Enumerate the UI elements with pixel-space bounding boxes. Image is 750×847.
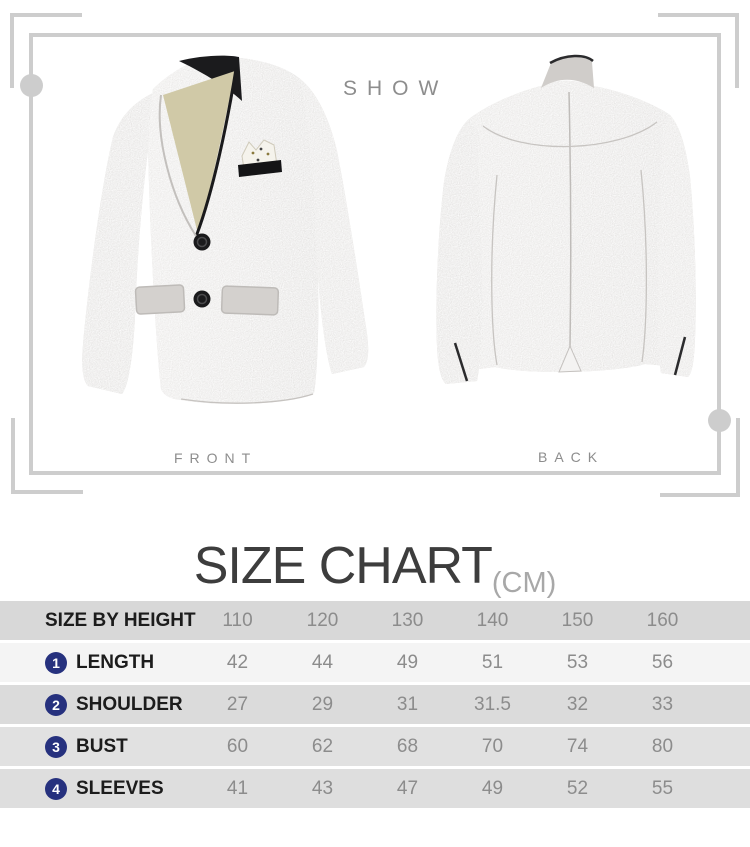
row-label-cell: 3 BUST <box>0 735 195 758</box>
front-buttons <box>193 233 211 308</box>
row-number-badge: 4 <box>45 777 67 800</box>
length-value: 44 <box>311 651 334 673</box>
bust-value: 80 <box>651 735 674 757</box>
row-number-badge: 1 <box>45 651 67 674</box>
show-heading: SHOW <box>343 77 449 100</box>
back-view-caption: BACK <box>538 449 605 465</box>
shoulder-value: 33 <box>651 693 674 715</box>
row-number-badge: 2 <box>45 693 67 716</box>
back-shoulder-seam <box>482 121 658 148</box>
row-label-text: SHOULDER <box>76 693 183 715</box>
back-body <box>453 80 681 373</box>
bust-value: 70 <box>481 735 504 757</box>
row-label-cell: 1 LENGTH <box>0 651 195 674</box>
back-right-cuff-slit <box>673 336 687 376</box>
header-label-text: SIZE BY HEIGHT <box>45 609 196 631</box>
bust-value: 74 <box>566 735 589 757</box>
front-view-caption: FRONT <box>174 450 258 466</box>
row-label-cell: 4 SLEEVES <box>0 777 195 800</box>
front-inner-collar <box>179 55 242 101</box>
sleeves-value: 41 <box>226 777 249 799</box>
length-value: 51 <box>481 651 504 673</box>
size-column-140: 140 <box>476 609 509 631</box>
front-lapel-piping <box>195 67 238 236</box>
length-value: 53 <box>566 651 589 673</box>
sleeves-value: 52 <box>566 777 589 799</box>
photo-frame-border <box>29 33 721 475</box>
front-lining <box>163 71 235 234</box>
frame-dot-bottom-right <box>708 409 731 432</box>
back-right-sleeve <box>657 115 696 377</box>
frame-corner-top-right <box>658 13 739 88</box>
table-row-shoulder: 2 SHOULDER 27 29 31 31.5 32 33 <box>0 685 750 724</box>
shoulder-value: 31 <box>396 693 419 715</box>
table-header-row: SIZE BY HEIGHT 110 120 130 140 150 160 <box>0 601 750 640</box>
front-hip-pockets <box>134 284 280 316</box>
size-column-130: 130 <box>391 609 424 631</box>
back-left-sleeve <box>436 119 483 384</box>
size-column-110: 110 <box>222 609 253 631</box>
jacket-back-image <box>436 54 696 384</box>
shoulder-value: 29 <box>311 693 334 715</box>
size-chart-unit: (CM) <box>491 567 557 599</box>
bust-value: 62 <box>311 735 334 757</box>
header-label-cell: SIZE BY HEIGHT <box>0 609 196 632</box>
back-center-seam <box>568 91 572 348</box>
bust-value: 68 <box>396 735 419 757</box>
length-value: 56 <box>651 651 674 673</box>
back-collar-edge <box>549 54 594 65</box>
size-chart-title: SIZE CHART <box>193 537 493 595</box>
sleeves-value: 55 <box>651 777 674 799</box>
size-chart-table: SIZE BY HEIGHT 110 120 130 140 150 160 1… <box>0 601 750 811</box>
row-label-text: BUST <box>76 735 128 757</box>
front-pocket-trim <box>238 160 282 177</box>
length-value: 49 <box>396 651 419 673</box>
row-label-cell: 2 SHOULDER <box>0 693 195 716</box>
jacket-front-image <box>82 55 369 405</box>
size-column-150: 150 <box>561 609 594 631</box>
front-right-sleeve <box>297 78 369 374</box>
size-column-120: 120 <box>306 609 339 631</box>
table-row-bust: 3 BUST 60 62 68 70 74 80 <box>0 727 750 766</box>
table-row-sleeves: 4 SLEEVES 41 43 47 49 52 55 <box>0 769 750 808</box>
back-left-cuff-slit <box>453 342 469 382</box>
row-number-badge: 3 <box>45 735 67 758</box>
sleeves-value: 49 <box>481 777 504 799</box>
front-left-sleeve <box>82 93 153 394</box>
frame-corner-bottom-right <box>660 418 740 497</box>
row-label-text: LENGTH <box>76 651 155 673</box>
back-vent <box>558 344 582 373</box>
frame-corner-bottom-left <box>11 418 83 494</box>
bust-value: 60 <box>226 735 249 757</box>
shoulder-value: 27 <box>226 693 249 715</box>
back-collar <box>541 56 594 88</box>
length-value: 42 <box>226 651 249 673</box>
shoulder-value: 31.5 <box>474 693 511 715</box>
frame-dot-top-left <box>20 74 43 97</box>
front-hem-line <box>180 393 314 404</box>
back-side-seam-right <box>640 169 648 363</box>
frame-corner-top-left <box>10 13 82 88</box>
sleeves-value: 43 <box>311 777 334 799</box>
table-row-length: 1 LENGTH 42 44 49 51 53 56 <box>0 643 750 682</box>
back-side-seam-left <box>491 174 498 366</box>
row-label-text: SLEEVES <box>76 777 164 799</box>
shoulder-value: 32 <box>566 693 589 715</box>
front-lapel-edge <box>158 94 197 237</box>
size-column-160: 160 <box>646 609 679 631</box>
sleeves-value: 47 <box>396 777 419 799</box>
size-chart-title-block: SIZE CHART(CM) <box>0 536 750 599</box>
